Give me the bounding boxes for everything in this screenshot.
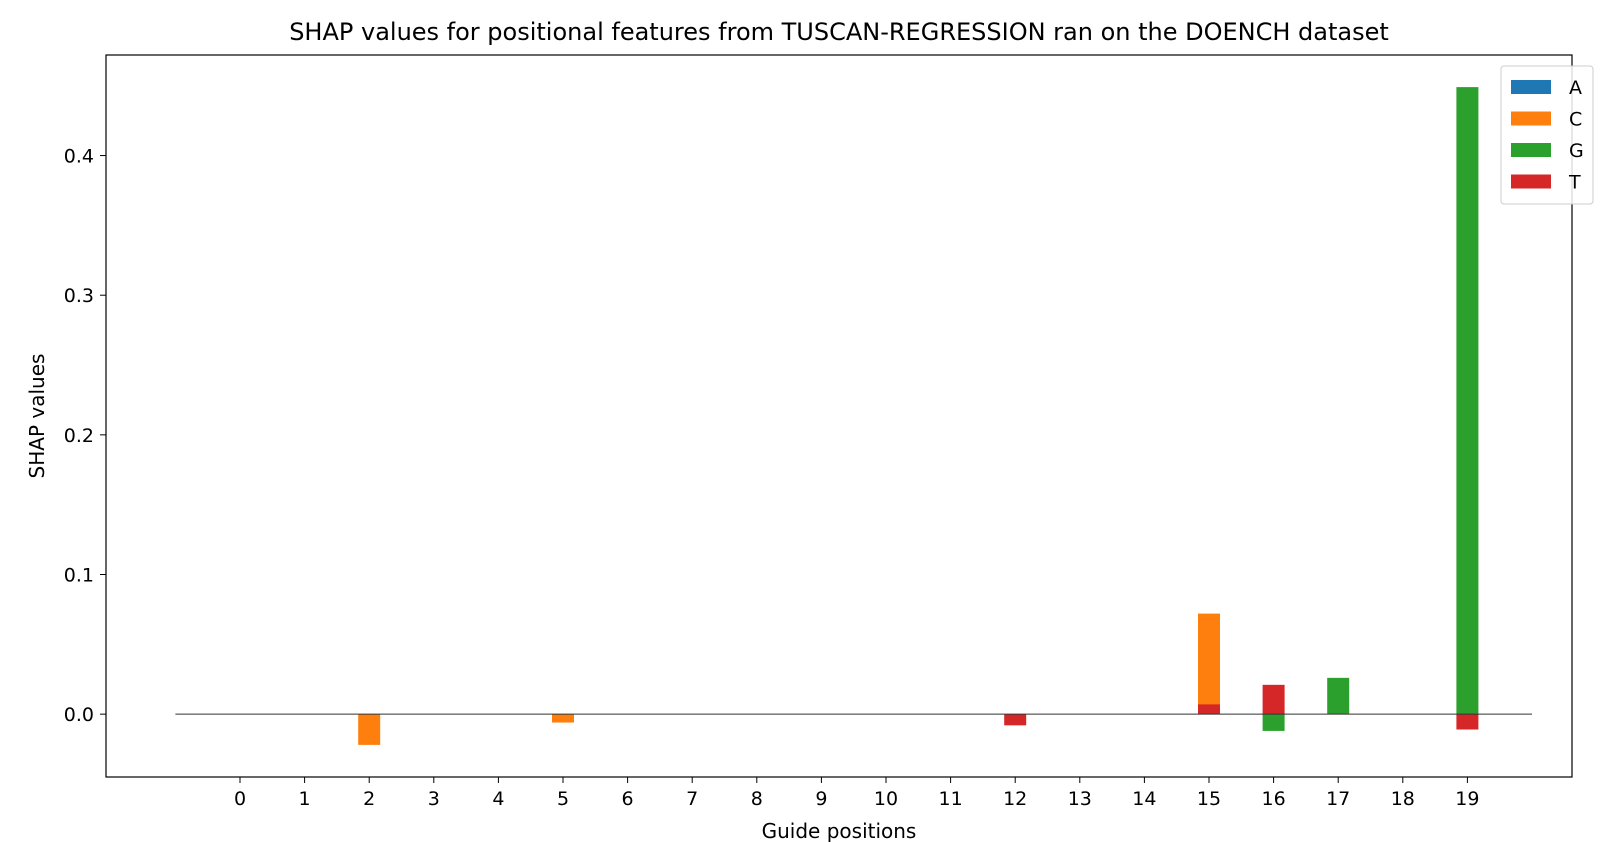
legend-swatch-A: [1511, 80, 1551, 94]
x-axis: 0 1 2 3 4 5 6 7 8 9 10 11 12 13 14 15 16 17 18 19: [234, 777, 1479, 810]
x-axis-title: Guide positions: [762, 819, 917, 842]
legend-label-A: A: [1569, 77, 1582, 99]
bars-layer: [358, 87, 1479, 745]
legend-swatch-G: [1511, 143, 1551, 157]
bar-C-2: [358, 714, 381, 745]
legend-swatch-C: [1511, 111, 1551, 126]
bar-T-12: [1004, 714, 1027, 726]
x-tick-label: 3: [428, 788, 440, 810]
plot-frame: [105, 54, 1573, 778]
x-tick-label: 17: [1326, 788, 1350, 810]
legend-label-T: T: [1568, 172, 1581, 194]
y-tick-label: 0.4: [64, 146, 94, 168]
x-tick-label: 14: [1132, 788, 1156, 810]
x-tick-label: 19: [1455, 788, 1479, 810]
legend-box: [1500, 65, 1594, 205]
y-axis-title: SHAP values: [25, 354, 49, 479]
legend-swatch-T: [1511, 174, 1551, 189]
y-tick-label: 0.0: [64, 704, 94, 726]
x-tick-label: 7: [686, 788, 698, 810]
y-axis: 0.0 0.1 0.2 0.3 0.4: [64, 146, 106, 726]
x-tick-label: 18: [1391, 788, 1415, 810]
bar-G-16: [1262, 714, 1285, 731]
bar-T-19: [1456, 714, 1479, 730]
x-tick-label: 0: [234, 788, 246, 810]
x-tick-label: 6: [622, 788, 634, 810]
x-tick-label: 4: [492, 788, 504, 810]
y-tick-label: 0.3: [64, 285, 94, 307]
bar-G-19: [1456, 87, 1479, 715]
x-tick-label: 8: [751, 788, 763, 810]
bar-T-16: [1262, 684, 1285, 715]
x-tick-label: 15: [1197, 788, 1221, 810]
x-tick-label: 2: [363, 788, 375, 810]
x-tick-label: 12: [1003, 788, 1027, 810]
legend-label-G: G: [1569, 140, 1584, 162]
x-tick-label: 1: [299, 788, 311, 810]
x-tick-label: 5: [557, 788, 569, 810]
bar-C-5: [552, 714, 574, 723]
bar-G-17: [1327, 677, 1350, 715]
x-tick-label: 16: [1262, 788, 1286, 810]
y-tick-label: 0.2: [64, 425, 94, 447]
chart-title: SHAP values for positional features from…: [289, 18, 1389, 46]
x-tick-label: 9: [815, 788, 827, 810]
bar-T-15: [1198, 704, 1220, 715]
bar-C-15: [1198, 613, 1220, 715]
x-tick-label: 10: [874, 788, 898, 810]
y-tick-label: 0.1: [64, 565, 94, 587]
x-tick-label: 11: [939, 788, 963, 810]
legend-label-C: C: [1569, 109, 1582, 131]
x-tick-label: 13: [1068, 788, 1092, 810]
